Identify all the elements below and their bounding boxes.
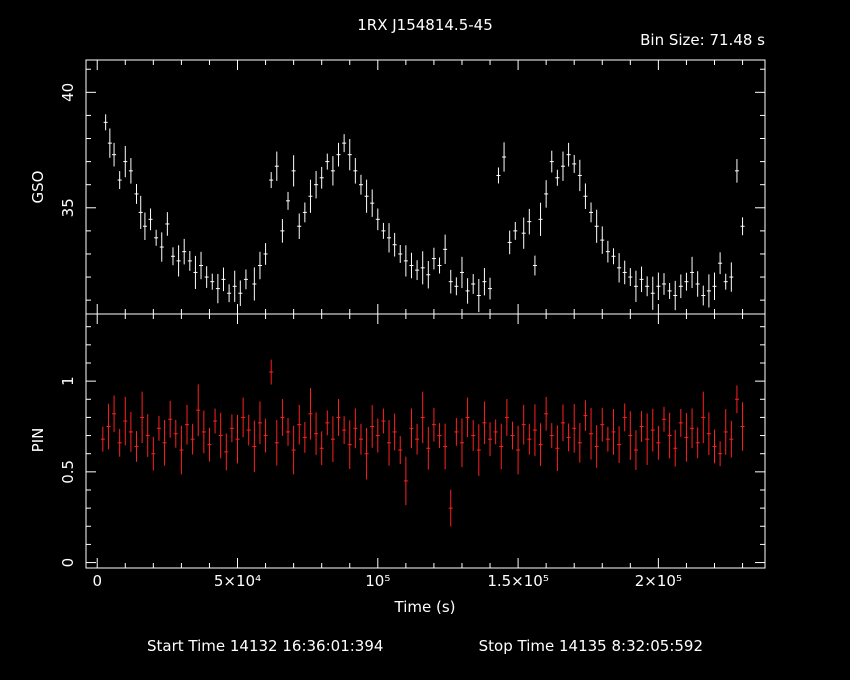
panel-frame: [85, 59, 766, 315]
chart-title: 1RX J154814.5-45: [357, 16, 493, 34]
x-tick-label: 0: [92, 572, 102, 590]
pin-panel: 0 0.5 1 0 5×10⁴ 10⁵ 1.5×10⁵ 2×10⁵: [59, 313, 766, 590]
x-tick-label: 2×10⁵: [635, 572, 682, 590]
y-tick-label: 35: [59, 198, 77, 217]
y-tick-label: 40: [59, 83, 77, 102]
top-ylabel: GSO: [29, 171, 47, 204]
y-tick-label: 0.5: [59, 460, 77, 484]
y-tick-label: 0: [59, 558, 77, 568]
start-time-label: Start Time 14132 16:36:01:394: [147, 637, 383, 655]
bottom-ylabel: PIN: [29, 428, 47, 453]
y-tick-label: 1: [59, 376, 77, 386]
x-tick-label: 1.5×10⁵: [487, 572, 549, 590]
stop-time-label: Stop Time 14135 8:32:05:592: [479, 637, 703, 655]
x-tick-label: 5×10⁴: [214, 572, 261, 590]
x-axis-label: Time (s): [394, 598, 456, 616]
bin-size-label: Bin Size: 71.48 s: [640, 31, 765, 49]
x-tick-label: 10⁵: [365, 572, 390, 590]
panel-frame: [85, 313, 766, 569]
gso-panel: 35 40: [59, 59, 766, 315]
